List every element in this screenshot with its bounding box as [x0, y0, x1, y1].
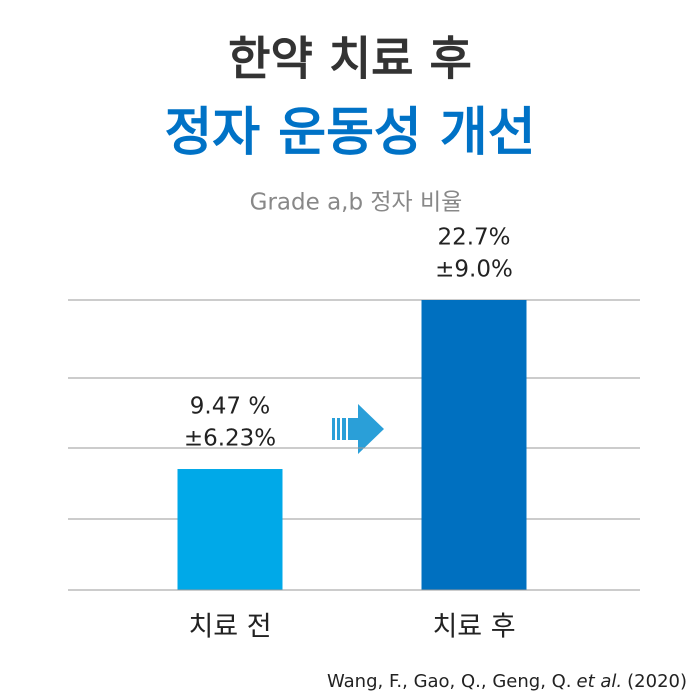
- value-label: 22.7%: [437, 225, 510, 251]
- source-etal: et al.: [577, 671, 623, 692]
- y-axis-label: Grade a,b 정자 비율: [250, 190, 463, 216]
- arrow: [332, 404, 384, 454]
- source-year: (2020): [627, 671, 687, 692]
- error-label: ±6.23%: [184, 426, 276, 452]
- source: Wang, F., Gao, Q., Geng, Q. et al. (2020): [327, 671, 687, 692]
- bar: [177, 469, 283, 590]
- x-tick-label: 치료 전: [188, 612, 271, 643]
- x-tick-label: 치료 후: [432, 612, 515, 643]
- chart-title: 한약 치료 후: [228, 32, 472, 86]
- chart-subtitle: 정자 운동성 개선: [164, 103, 535, 163]
- error-label: ±9.0%: [435, 257, 513, 283]
- value-label: 9.47 %: [190, 394, 270, 420]
- bar: [421, 300, 527, 590]
- source-authors: Wang, F., Gao, Q., Geng, Q.: [327, 671, 572, 692]
